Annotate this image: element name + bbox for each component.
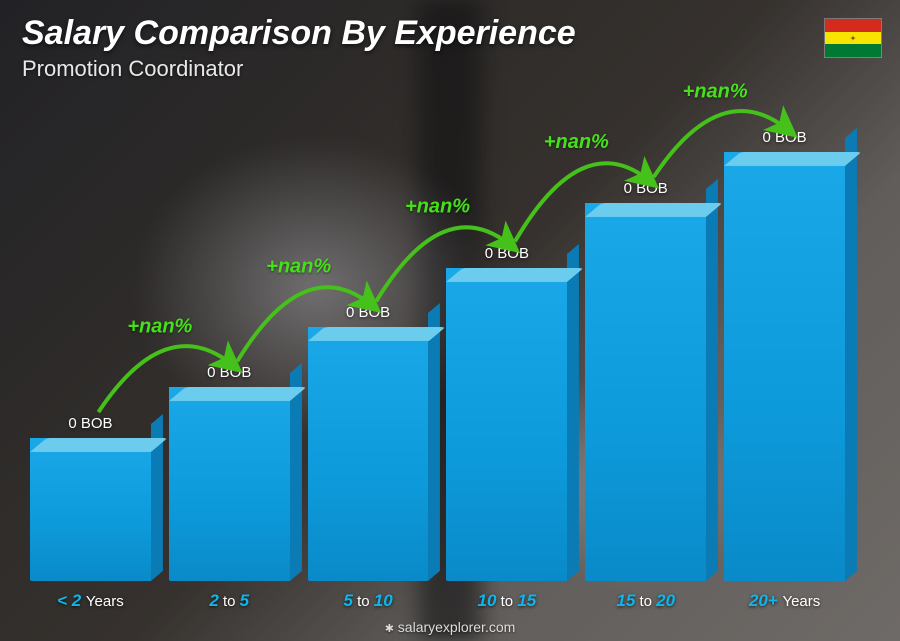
category-axis: < 2 Years 2 to 5 5 to 10 10 to 15 15 to 20 20… — [30, 591, 845, 611]
bar-value-label: 0 BOB — [624, 180, 668, 197]
category-label: 20+ Years — [724, 591, 845, 611]
category-label: 10 to 15 — [446, 591, 567, 611]
category-label: 5 to 10 — [308, 591, 429, 611]
flag-stripe-red — [825, 19, 881, 32]
flag-stripe-green — [825, 44, 881, 57]
bar-shape — [169, 387, 290, 581]
footer-attribution: ✱ salaryexplorer.com — [0, 619, 900, 635]
category-label: 15 to 20 — [585, 591, 706, 611]
category-label: < 2 Years — [30, 591, 151, 611]
content-layer: Salary Comparison By Experience Promotio… — [0, 0, 900, 641]
bar-shape — [724, 152, 845, 581]
bar-3: 0 BOB — [446, 120, 567, 581]
bar-shape — [585, 203, 706, 581]
bar-chart: 0 BOB 0 BOB 0 BOB 0 BOB 0 BOB 0 BOB — [30, 120, 845, 581]
bar-1: 0 BOB — [169, 120, 290, 581]
bar-0: 0 BOB — [30, 120, 151, 581]
country-flag-bolivia: ✦ — [824, 18, 882, 58]
bar-shape — [308, 327, 429, 581]
bar-value-label: 0 BOB — [68, 415, 112, 432]
bar-value-label: 0 BOB — [762, 129, 806, 146]
category-label: 2 to 5 — [169, 591, 290, 611]
bar-2: 0 BOB — [308, 120, 429, 581]
bar-value-label: 0 BOB — [346, 304, 390, 321]
footer-text: salaryexplorer.com — [398, 619, 516, 635]
flag-stripe-yellow: ✦ — [825, 32, 881, 45]
increase-arc-label: +nan% — [683, 80, 748, 102]
star-icon: ✱ — [385, 623, 394, 635]
bar-shape — [30, 438, 151, 581]
chart-subtitle: Promotion Coordinator — [22, 56, 243, 82]
chart-title: Salary Comparison By Experience — [22, 14, 576, 53]
bar-value-label: 0 BOB — [485, 245, 529, 262]
bar-4: 0 BOB — [585, 120, 706, 581]
bar-5: 0 BOB — [724, 120, 845, 581]
bar-shape — [446, 268, 567, 581]
bar-value-label: 0 BOB — [207, 364, 251, 381]
